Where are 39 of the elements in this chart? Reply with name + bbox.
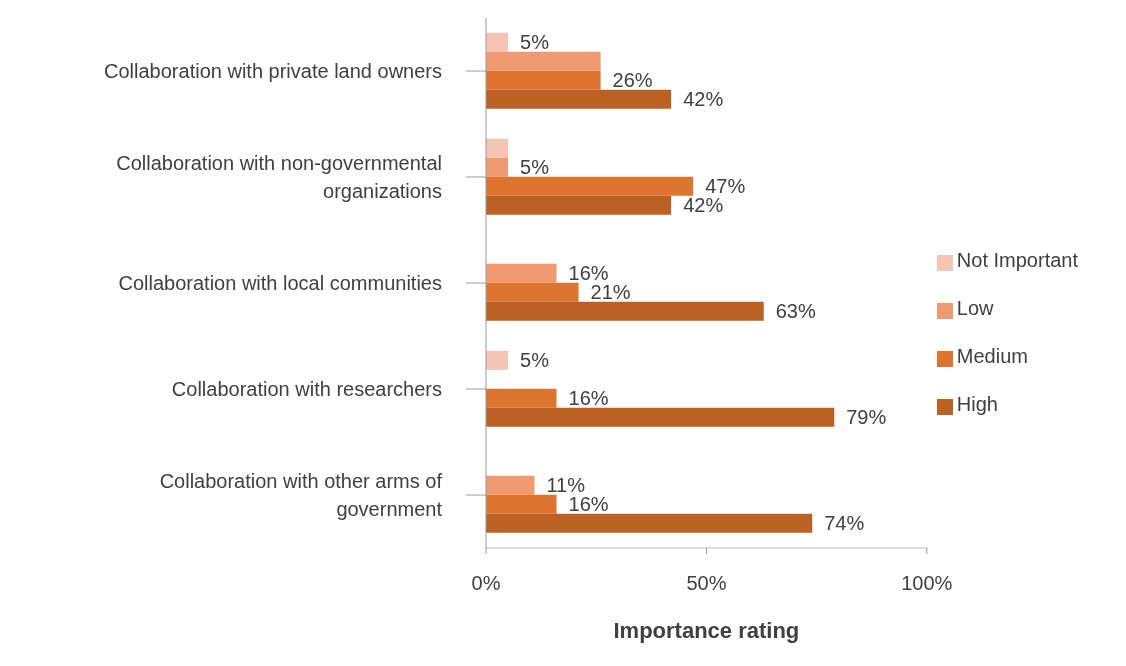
data-label: 5% xyxy=(520,349,550,372)
bar xyxy=(486,282,579,302)
data-label: 79% xyxy=(846,406,887,429)
bar xyxy=(486,407,835,427)
y-tick-label: Collaboration with non-governmental organizations xyxy=(116,152,442,202)
data-label: 42% xyxy=(683,88,724,111)
data-label: 16% xyxy=(568,387,609,410)
x-axis-title: Importance rating xyxy=(613,618,800,643)
data-label: 26% xyxy=(612,69,653,92)
data-label: 5% xyxy=(520,31,550,54)
bar xyxy=(486,32,509,52)
x-tick-label: 100% xyxy=(901,572,953,595)
bar xyxy=(486,513,813,533)
bar xyxy=(486,388,557,408)
x-tick-label: 50% xyxy=(686,572,727,595)
bar xyxy=(486,176,694,196)
bar xyxy=(486,138,509,158)
data-label: 63% xyxy=(775,300,816,323)
y-tick-label: Collaboration with local communities xyxy=(118,272,442,294)
bar xyxy=(486,263,557,283)
bar xyxy=(486,51,601,71)
data-label: 74% xyxy=(824,512,865,535)
bar xyxy=(486,350,509,370)
legend-label: High xyxy=(956,393,998,415)
bar xyxy=(486,301,764,321)
y-tick-label: Collaboration with researchers xyxy=(171,378,442,400)
legend-label: Not Important xyxy=(956,249,1078,271)
data-label: 5% xyxy=(520,156,550,179)
bar xyxy=(486,195,672,215)
bar xyxy=(486,475,535,495)
x-tick-label: 0% xyxy=(471,572,501,595)
bar xyxy=(486,89,672,109)
bar xyxy=(486,70,601,90)
y-tick-label: Collaboration with other arms of government xyxy=(159,470,443,520)
bar xyxy=(486,494,557,514)
y-tick-label: Collaboration with private land owners xyxy=(104,60,442,82)
legend-label: Low xyxy=(956,297,994,319)
bar xyxy=(486,157,509,177)
legend-label: Medium xyxy=(956,345,1028,367)
